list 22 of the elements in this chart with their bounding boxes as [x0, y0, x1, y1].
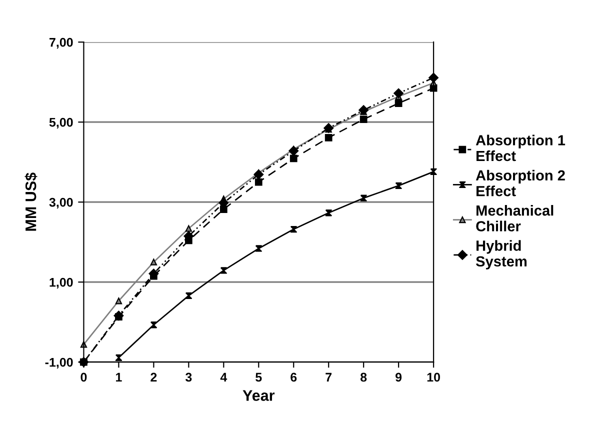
x-tick-label: 9 — [396, 372, 402, 382]
x-tick-label: 1 — [116, 372, 122, 382]
x-tick-label: 4 — [220, 372, 228, 382]
legend-label: Hybrid System — [476, 240, 527, 270]
y-tick-label: 7,00 — [50, 38, 73, 49]
x-tick-label: 7 — [326, 372, 332, 382]
legend-label: Absorption 2 Effect — [476, 170, 565, 196]
x-tick-label: 5 — [256, 372, 262, 382]
x-axis-title: Year — [242, 390, 275, 401]
x-tick-label: 8 — [360, 372, 367, 382]
y-tick-label: 5,00 — [49, 118, 73, 129]
legend-label: Mechanical Chiller — [476, 204, 554, 232]
y-tick-label: -1,00 — [45, 358, 73, 369]
x-tick-label: 3 — [185, 372, 192, 382]
x-tick-label: 0 — [80, 372, 87, 382]
x-tick-label: 6 — [290, 372, 297, 382]
y-tick-label: 3,00 — [49, 198, 73, 209]
x-tick-label: 10 — [427, 372, 440, 382]
legend-label: Absorption 1 Effect — [476, 134, 566, 162]
y-tick-label: 1,00 — [50, 278, 73, 289]
x-tick-label: 2 — [150, 372, 157, 382]
y-axis-title: MM US$ — [24, 172, 38, 231]
